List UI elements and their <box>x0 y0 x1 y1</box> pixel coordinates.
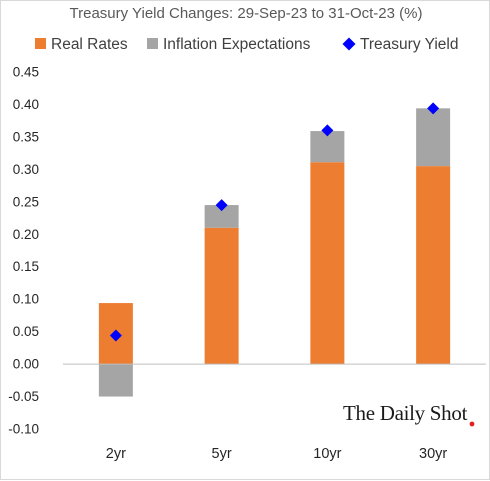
chart-title: Treasury Yield Changes: 29-Sep-23 to 31-… <box>70 5 423 22</box>
y-tick-label: 0.30 <box>13 162 39 177</box>
the-daily-shot-logo: The Daily Shot <box>343 401 475 427</box>
x-category-label: 10yr <box>313 446 341 462</box>
x-category-label: 30yr <box>419 446 447 462</box>
y-tick-label: 0.40 <box>13 97 39 112</box>
y-tick-label: 0.20 <box>13 227 39 242</box>
treasury-yield-marker-30yr <box>427 102 440 115</box>
legend-marker-treasury-yield <box>342 37 356 51</box>
the-daily-shot-wordmark: The Daily Shot <box>343 401 468 425</box>
bar-real-rates-10yr <box>310 162 345 365</box>
legend-swatch-inflation-expectations <box>147 38 158 49</box>
y-axis: 0.45 0.40 0.35 0.30 0.25 0.20 0.15 0.10 0.05 0.00… <box>8 65 39 437</box>
legend-label-real-rates: Real Rates <box>51 36 128 53</box>
legend-label-treasury-yield: Treasury Yield <box>360 36 459 53</box>
treasury-yield-marker-2yr <box>109 329 122 342</box>
y-tick-label: 0.00 <box>13 357 39 372</box>
x-category-label: 2yr <box>106 446 126 462</box>
x-axis: 2yr 5yr 10yr 30yr <box>106 446 448 462</box>
legend-swatch-real-rates <box>35 38 46 49</box>
y-tick-label: 0.35 <box>13 129 39 144</box>
y-tick-label: 0.15 <box>13 259 39 274</box>
y-tick-label: 0.45 <box>13 65 39 80</box>
bars-real-rates <box>98 162 451 365</box>
legend-label-inflation-expectations: Inflation Expectations <box>163 36 311 53</box>
bars-inflation-expectations <box>98 108 451 397</box>
bar-real-rates-30yr <box>416 166 451 365</box>
x-category-label: 5yr <box>212 446 232 462</box>
y-tick-label: 0.10 <box>13 292 39 307</box>
bar-inflation-expectations-30yr <box>416 108 451 167</box>
treasury-yield-marker-5yr <box>215 199 228 212</box>
bar-inflation-expectations-2yr <box>98 364 133 397</box>
legend: Real Rates Inflation Expectations Treasu… <box>35 36 459 53</box>
treasury-yield-marker-10yr <box>321 124 334 137</box>
bar-real-rates-5yr <box>204 227 239 365</box>
logo-red-dot <box>469 421 475 427</box>
y-tick-label: 0.25 <box>13 194 39 209</box>
y-tick-label: -0.05 <box>8 389 39 404</box>
y-tick-label: 0.05 <box>13 324 39 339</box>
y-tick-label: -0.10 <box>8 422 39 437</box>
markers-treasury-yield <box>109 102 440 342</box>
bar-inflation-expectations-5yr <box>204 205 239 228</box>
